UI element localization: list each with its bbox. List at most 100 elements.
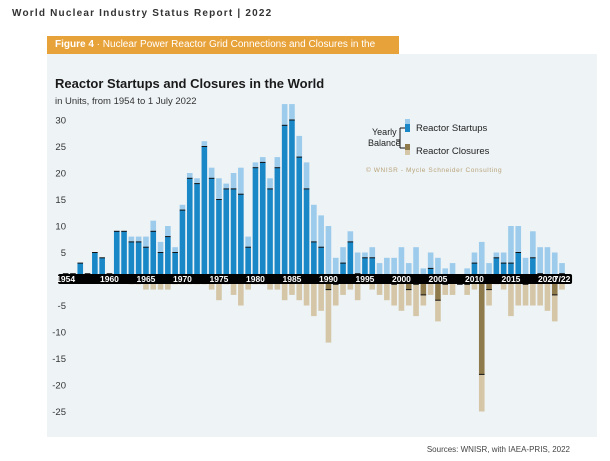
startup-bar-offset xyxy=(347,231,354,242)
closure-bar-offset xyxy=(449,279,456,295)
y-tick-label: -5 xyxy=(58,301,66,312)
startup-bar-net xyxy=(143,247,149,279)
closure-bar-offset xyxy=(143,279,149,290)
startup-bar-net xyxy=(179,210,186,279)
legend-closure-swatch-dark xyxy=(405,144,410,150)
x-tick-label: 1954 xyxy=(56,274,75,284)
closure-bar-offset xyxy=(208,279,215,290)
closure-bar-offset xyxy=(150,279,157,290)
startup-bar-offset xyxy=(500,252,507,264)
closure-bar-offset xyxy=(274,279,281,290)
closure-bar-net xyxy=(486,279,492,290)
startup-bar-offset xyxy=(449,263,456,279)
startup-bar-net xyxy=(267,188,273,279)
startup-bar-offset xyxy=(515,226,522,253)
x-tick-label: 1965 xyxy=(136,274,155,284)
startup-bar-net xyxy=(128,241,135,279)
startup-bar-net xyxy=(508,263,514,279)
closure-bar-offset xyxy=(245,279,251,290)
y-tick-label: 15 xyxy=(55,195,66,206)
startup-bar-offset xyxy=(508,226,514,264)
closure-bar-offset xyxy=(435,300,441,322)
startup-bar-net xyxy=(77,263,84,279)
closure-bar-net xyxy=(325,279,332,290)
closure-bar-offset xyxy=(289,279,295,295)
y-tick-label: 25 xyxy=(55,142,66,153)
startup-bar-offset xyxy=(354,252,361,274)
startup-bar-offset xyxy=(128,236,135,242)
y-tick-label: 20 xyxy=(55,169,66,180)
y-tick-label: -25 xyxy=(52,407,66,418)
closure-bar-offset xyxy=(464,284,470,295)
closure-bar-offset xyxy=(230,279,237,295)
startup-bar-offset xyxy=(274,157,281,168)
startup-bar-offset xyxy=(376,263,383,279)
startup-bar-offset xyxy=(216,178,222,200)
startup-bar-net xyxy=(157,252,164,279)
startup-bar-net xyxy=(201,146,208,279)
startup-bar-offset xyxy=(208,167,215,179)
startup-bar-offset xyxy=(157,241,164,253)
startup-bar-net xyxy=(135,241,142,279)
startup-bar-net xyxy=(362,257,368,279)
startup-bar-offset xyxy=(201,141,208,147)
legend-balance-label: Yearly xyxy=(372,127,397,137)
startup-bar-net xyxy=(113,231,120,279)
startup-bar-net xyxy=(121,231,127,279)
closure-bar-offset xyxy=(332,284,339,306)
closure-bar-offset xyxy=(303,279,310,306)
startup-bar-net xyxy=(208,178,215,279)
closure-bar-offset xyxy=(427,279,434,295)
closure-bar-net xyxy=(405,279,412,290)
startup-bar-net xyxy=(340,263,346,279)
closure-bar-offset xyxy=(478,374,485,412)
startup-bar-offset xyxy=(267,178,273,189)
startup-bar-offset xyxy=(464,268,470,279)
closure-bar-offset xyxy=(530,279,536,306)
startup-bar-net xyxy=(223,188,230,279)
startup-bar-net xyxy=(289,120,295,279)
closure-bar-offset xyxy=(544,279,551,311)
closure-bar-offset xyxy=(391,284,397,306)
startup-bar-offset xyxy=(223,183,230,189)
legend-closure-swatch-light xyxy=(405,150,410,155)
startup-bar-offset xyxy=(135,236,142,242)
closure-bar-offset xyxy=(486,289,492,306)
startup-bar-offset xyxy=(369,247,376,258)
closure-bar-offset xyxy=(376,279,383,295)
startup-bar-net xyxy=(303,188,310,279)
startup-bar-net xyxy=(281,125,288,279)
closure-bar-offset xyxy=(522,284,529,306)
figure-number: Figure 4 xyxy=(55,39,94,50)
startup-bar-offset xyxy=(325,226,332,279)
x-tick-label: 2010 xyxy=(465,274,484,284)
y-tick-label: -15 xyxy=(52,354,66,365)
startup-bar-offset xyxy=(413,247,419,279)
x-tick-label: 2015 xyxy=(501,274,520,284)
startup-bar-net xyxy=(318,247,324,279)
startup-bar-offset xyxy=(391,257,397,279)
startup-bar-offset xyxy=(289,104,295,120)
closure-bar-offset xyxy=(500,279,507,290)
startup-bar-net xyxy=(369,257,376,279)
startup-bar-offset xyxy=(442,268,449,279)
closure-bar-offset xyxy=(420,294,427,306)
legend-closures-label: Reactor Closures xyxy=(416,146,490,157)
closure-bar-net xyxy=(551,279,558,295)
startup-bar-offset xyxy=(186,173,193,179)
closure-bar-offset xyxy=(296,279,303,301)
startup-bar-offset xyxy=(522,257,529,279)
closure-bar-offset xyxy=(318,279,324,311)
closure-bar-net xyxy=(478,279,485,375)
figure-separator: · xyxy=(93,39,103,50)
startup-bar-offset xyxy=(332,257,339,279)
closure-bar-offset xyxy=(311,279,317,317)
startup-bar-net xyxy=(311,241,317,279)
startup-bar-net xyxy=(500,263,507,279)
closure-bar-offset xyxy=(471,279,478,290)
startup-bar-offset xyxy=(405,263,412,279)
startup-bar-net xyxy=(150,231,157,279)
startup-bar-net xyxy=(530,257,536,279)
watermark: © WNISR - Mycle Schneider Consulting xyxy=(366,166,502,174)
chart-subtitle: in Units, from 1954 to 1 July 2022 xyxy=(55,96,197,107)
